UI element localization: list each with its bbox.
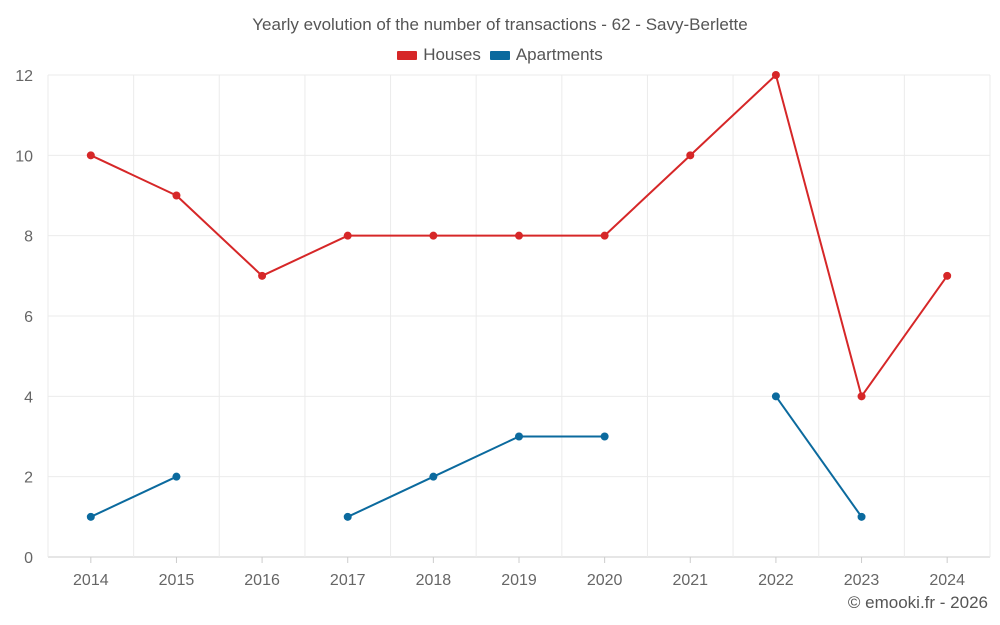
axes: 0 2 4 6 8 10 12 2014 2015 2016 2017 2018 2019 2020 202… bbox=[15, 68, 965, 589]
x-tick-label: 2022 bbox=[758, 572, 794, 589]
data-point-houses bbox=[515, 231, 523, 240]
x-tick-label: 2023 bbox=[844, 572, 880, 589]
data-point-apartments bbox=[771, 392, 780, 401]
series-line-apartments bbox=[90, 475, 177, 518]
data-point-houses bbox=[857, 392, 866, 401]
data-point-apartments bbox=[86, 512, 95, 521]
data-point-houses bbox=[686, 151, 695, 160]
data-point-apartments bbox=[343, 512, 352, 521]
data-point-houses bbox=[429, 231, 438, 240]
data-point-houses bbox=[600, 231, 609, 240]
y-tick-label: 0 bbox=[24, 550, 33, 567]
credit-text: © emooki.fr - 2026 bbox=[847, 593, 988, 612]
y-tick-label: 4 bbox=[24, 389, 33, 406]
data-point-apartments bbox=[600, 432, 609, 441]
legend-item-houses[interactable]: Houses bbox=[397, 45, 481, 65]
x-tick-label: 2020 bbox=[587, 572, 623, 589]
y-tick-label: 10 bbox=[15, 148, 33, 165]
legend-swatch-houses bbox=[397, 50, 418, 60]
data-point-apartments bbox=[172, 472, 181, 481]
series-line-apartments bbox=[347, 435, 605, 518]
data-point-apartments bbox=[857, 512, 866, 521]
data-point-apartments bbox=[429, 472, 438, 481]
chart-title: Yearly evolution of the number of transa… bbox=[252, 15, 748, 34]
y-tick-label: 6 bbox=[24, 309, 33, 326]
legend-label-houses: Houses bbox=[423, 45, 481, 64]
data-point-houses bbox=[258, 271, 267, 280]
y-tick-label: 2 bbox=[24, 470, 33, 487]
legend-item-apartments[interactable]: Apartments bbox=[489, 45, 603, 65]
series-line-apartments bbox=[775, 395, 863, 518]
x-tick-label: 2024 bbox=[929, 572, 965, 589]
legend-label-apartments: Apartments bbox=[515, 45, 603, 64]
legend-swatch-apartments bbox=[489, 50, 510, 60]
x-tick-label: 2021 bbox=[672, 572, 708, 589]
series bbox=[86, 71, 952, 521]
data-point-houses bbox=[771, 71, 780, 79]
grid bbox=[47, 74, 991, 558]
legend: Houses Apartments bbox=[0, 45, 1000, 65]
x-tick-label: 2018 bbox=[416, 572, 452, 589]
data-point-houses bbox=[86, 151, 95, 160]
x-tick-label: 2019 bbox=[501, 572, 537, 589]
x-tick-label: 2016 bbox=[244, 572, 280, 589]
data-point-houses bbox=[172, 191, 181, 200]
y-tick-label: 8 bbox=[24, 229, 33, 246]
x-tick-label: 2015 bbox=[159, 572, 195, 589]
x-tick-label: 2017 bbox=[330, 572, 366, 589]
y-tick-label: 12 bbox=[15, 68, 33, 85]
data-point-houses bbox=[343, 231, 352, 240]
data-point-houses bbox=[943, 271, 952, 280]
data-point-apartments bbox=[515, 432, 523, 441]
x-tick-label: 2014 bbox=[73, 572, 109, 589]
